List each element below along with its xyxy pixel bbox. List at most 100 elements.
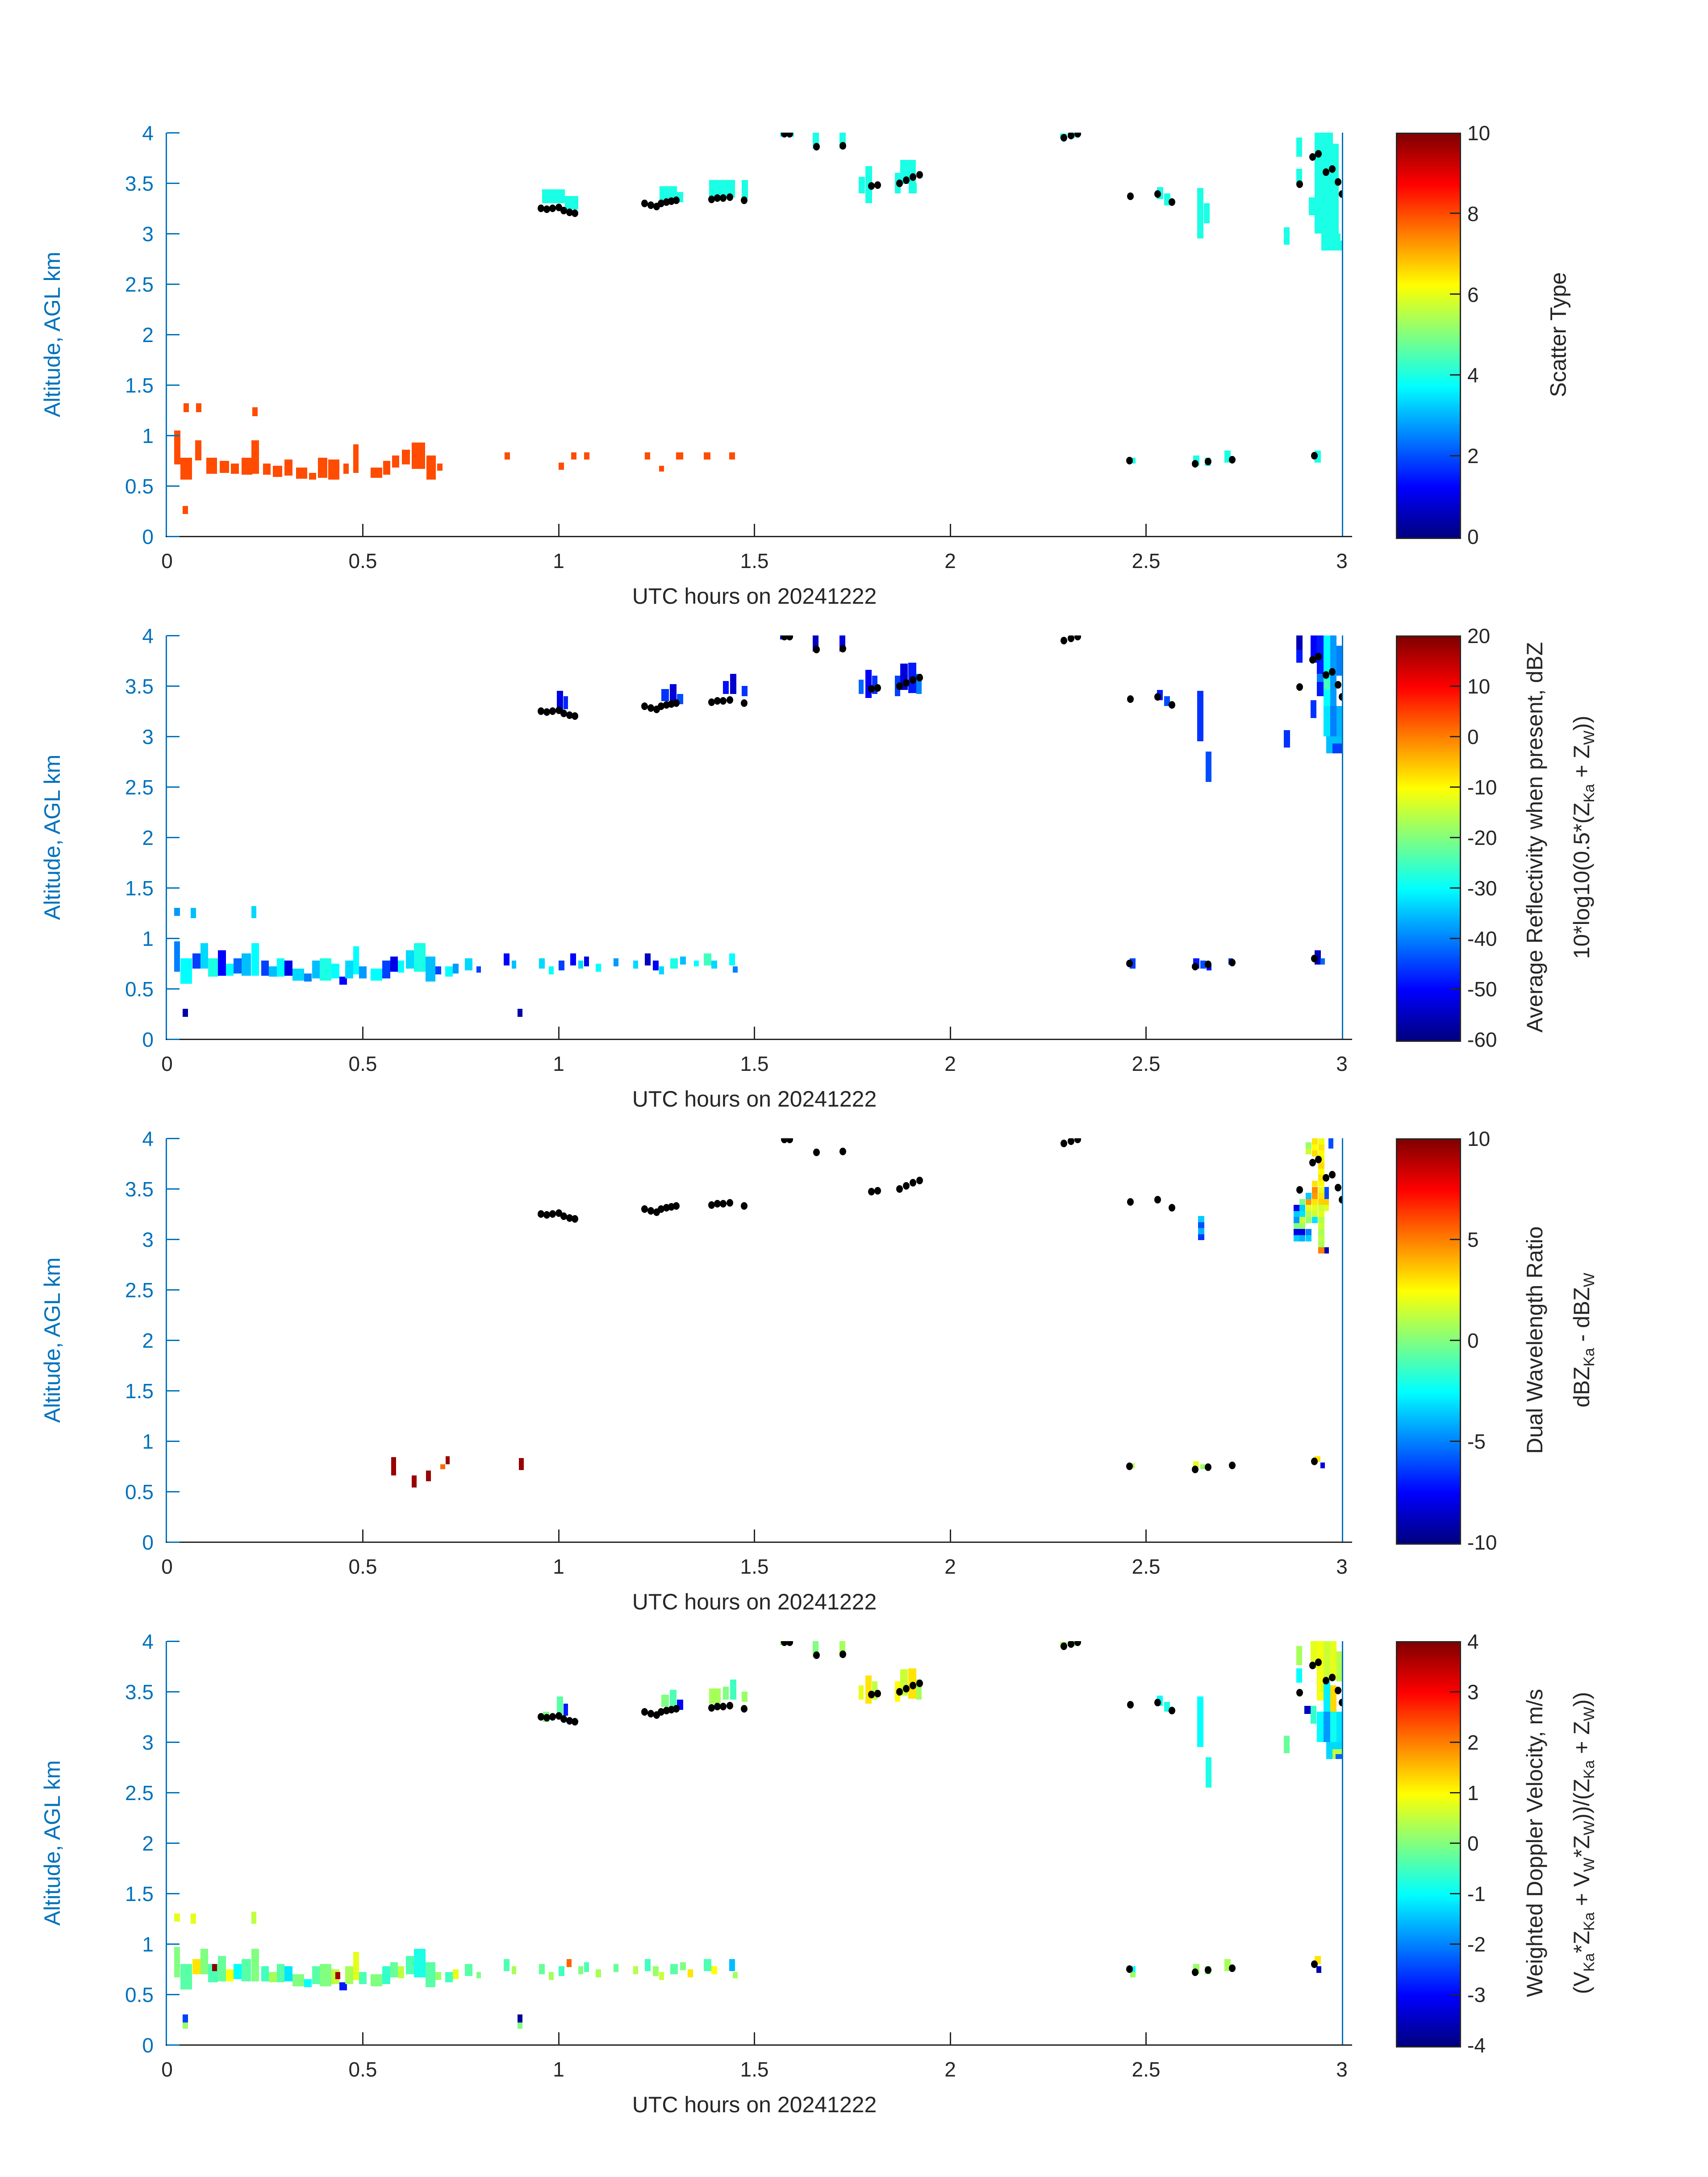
aircraft-track-dot	[726, 193, 733, 201]
heatmap-cell	[192, 953, 200, 969]
colorbar-title-line: dBZKa - dBZW	[1569, 1273, 1598, 1408]
colorbar-title-line: Weighted Doppler Velocity, m/s	[1522, 1688, 1547, 1997]
heatmap-cell	[1318, 1187, 1324, 1193]
aircraft-track-dot	[1191, 962, 1199, 970]
colorbar-tick-label: 8	[1467, 202, 1479, 226]
heatmap-cell	[1318, 1217, 1324, 1223]
heatmap-cell	[1310, 1705, 1316, 1724]
heatmap-cell	[504, 1959, 510, 1971]
aircraft-track-dot	[543, 205, 551, 213]
x-axis-spine	[166, 2044, 1352, 2046]
heatmap-cell	[406, 1956, 414, 1974]
heatmap-cell	[1197, 1696, 1203, 1747]
x-tick-label: 3	[1336, 1555, 1348, 1578]
y-axis-right-spine	[1342, 133, 1343, 536]
y-tick-mark	[167, 334, 180, 335]
heatmap-cell	[1306, 1235, 1312, 1241]
heatmap-cell	[320, 1964, 332, 1986]
heatmap-cell	[183, 1009, 188, 1017]
y-tick-label: 3	[142, 222, 154, 246]
heatmap-cell	[729, 452, 735, 460]
colorbar-tick-mark	[1450, 1943, 1460, 1945]
aircraft-track-dot	[543, 1211, 551, 1219]
x-tick-mark	[558, 2032, 560, 2045]
heatmap-cell	[1312, 1138, 1318, 1145]
heatmap-cell	[711, 1966, 718, 1974]
aircraft-track-dot	[868, 182, 875, 190]
heatmap-cell	[174, 1914, 180, 1922]
x-tick-mark	[949, 1529, 951, 1542]
heatmap-cell	[517, 2014, 523, 2023]
aircraft-track-dot	[658, 199, 665, 207]
heatmap-cell	[1130, 457, 1136, 464]
x-tick-mark	[754, 524, 755, 536]
heatmap-cell	[1198, 1234, 1205, 1241]
colorbar-tick-mark	[1450, 887, 1460, 889]
heatmap-cell	[742, 180, 748, 198]
heatmap-cell	[1318, 1223, 1324, 1229]
heatmap-cell	[511, 1966, 517, 1974]
heatmap-cell	[476, 966, 481, 973]
y-tick-mark	[167, 1038, 180, 1040]
y-axis-right-spine	[1342, 635, 1343, 1039]
colorbar-tick-label: -4	[1467, 2034, 1486, 2057]
x-tick-label: 0	[161, 2058, 173, 2081]
x-axis-label: UTC hours on 20241222	[632, 1589, 877, 1614]
heatmap-cell	[570, 953, 576, 965]
aircraft-track-dot	[896, 682, 903, 690]
heatmap-cell	[412, 1475, 417, 1488]
heatmap-cell	[659, 966, 664, 975]
heatmap-cell	[644, 452, 651, 460]
heatmap-cell	[241, 1959, 251, 1981]
y-tick-label: 0	[142, 525, 154, 548]
heatmap-cell	[1318, 1138, 1324, 1145]
heatmap-cell	[1306, 1217, 1312, 1223]
aircraft-track-dot	[572, 209, 579, 217]
heatmap-cell	[261, 960, 269, 976]
heatmap-cell	[353, 1952, 359, 1981]
heatmap-cell	[390, 1962, 398, 1977]
aircraft-track-dot	[903, 1684, 910, 1692]
heatmap-cell	[272, 465, 282, 477]
y-tick-mark	[167, 937, 180, 939]
heatmap-cell	[1198, 1228, 1205, 1234]
aircraft-track-dot	[1315, 653, 1322, 660]
x-tick-label: 0	[161, 1052, 173, 1075]
aircraft-track-dot	[813, 1149, 820, 1157]
x-tick-mark	[362, 1027, 363, 1039]
aircraft-track-dot	[1328, 165, 1336, 173]
aircraft-track-dot	[1334, 1184, 1341, 1192]
x-tick-mark	[558, 1529, 560, 1542]
heatmap-cell	[1296, 635, 1303, 650]
aircraft-track-dot	[1338, 693, 1342, 701]
aircraft-track-dot	[1126, 960, 1133, 967]
heatmap-cell	[549, 966, 554, 975]
heatmap-cell	[304, 1979, 312, 1988]
aircraft-track-dot	[874, 1187, 881, 1195]
y-tick-mark	[167, 786, 180, 788]
colorbar-tick-mark	[1450, 213, 1460, 214]
heatmap-cell	[1296, 1646, 1303, 1666]
heatmap-cell	[505, 452, 510, 460]
y-tick-label: 0	[142, 1028, 154, 1051]
aircraft-track-dot	[708, 1704, 715, 1712]
aircraft-track-dot	[1067, 1641, 1074, 1648]
aircraft-track-dot	[786, 1641, 793, 1646]
aircraft-track-dot	[1191, 1968, 1199, 1976]
aircraft-track-dot	[708, 195, 715, 203]
aircraft-track-dot	[1328, 1673, 1336, 1681]
colorbar-title-weighted-doppler-velocity: Weighted Doppler Velocity, m/s (VKa*ZKa +…	[1512, 1641, 1605, 2045]
heatmap-cell	[670, 1964, 678, 1974]
heatmap-cell	[382, 1966, 390, 1985]
colorbar-tick-label: 0	[1467, 1832, 1479, 1855]
heatmap-cell	[476, 1972, 481, 1978]
aircraft-track-dot	[1126, 1462, 1133, 1470]
x-tick-label: 1	[553, 549, 564, 572]
aircraft-track-dot	[874, 181, 881, 189]
aircraft-track-dot	[1204, 1463, 1211, 1471]
aircraft-track-dot	[1067, 635, 1074, 643]
heatmap-cell	[1316, 1966, 1322, 1973]
colorbar-tick-mark	[1450, 293, 1460, 295]
heatmap-cell	[1306, 1148, 1312, 1155]
heatmap-cell	[234, 958, 242, 974]
